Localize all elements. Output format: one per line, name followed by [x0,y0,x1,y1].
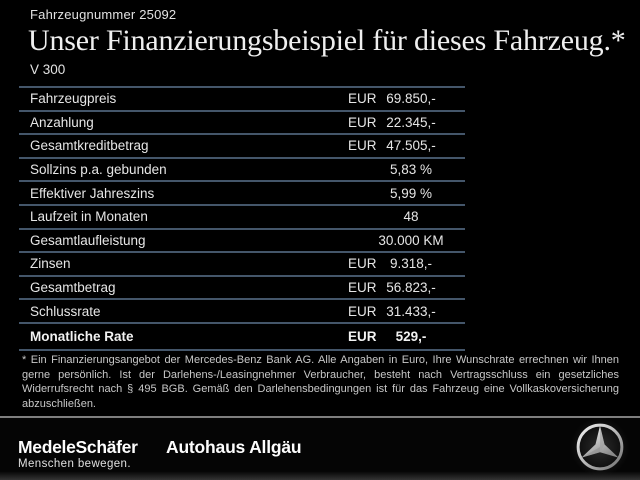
footer-separator [0,416,640,418]
row-value: 31.433,- [386,303,436,319]
row-value: 30.000 KM [378,232,444,248]
model-name: V 300 [30,62,66,77]
row-currency: EUR [348,138,377,154]
row-currency: EUR [348,114,377,130]
row-value: 529,- [395,328,427,344]
financing-footnote: * Ein Finanzierungsangebot der Mercedes-… [22,354,619,410]
table-row: Effektiver Jahreszins 5,99 % [19,182,465,206]
table-row: Schlussrate EUR 31.433,- [19,300,465,324]
row-label: Sollzins p.a. gebunden [30,162,167,178]
dealer-logo-medele-schaefer: MedeleSchäfer [18,437,138,457]
row-currency: EUR [348,280,377,296]
finance-table: Fahrzeugpreis EUR 69.850,- Anzahlung EUR 22.3… [19,86,465,351]
table-row: Zinsen EUR 9.318,- [19,253,465,277]
dealer-logo-autohaus-allgaeu: Autohaus Allgäu [166,437,302,457]
vehicle-number: Fahrzeugnummer 25092 [30,7,177,22]
table-row: Laufzeit in Monaten 48 [19,206,465,230]
table-row: Gesamtkreditbetrag EUR 47.505,- [19,135,465,159]
table-row: Fahrzeugpreis EUR 69.850,- [19,88,465,112]
row-currency: EUR [348,328,377,344]
row-value: 5,99 % [389,185,433,201]
row-currency: EUR [348,256,377,272]
row-label: Gesamtkreditbetrag [30,138,149,154]
mercedes-star-icon [576,423,624,471]
row-label: Laufzeit in Monaten [30,209,148,225]
table-row: Anzahlung EUR 22.345,- [19,112,465,136]
row-value: 48 [403,209,419,225]
row-value: 22.345,- [386,114,436,130]
row-value: 5,83 % [389,162,433,178]
row-label: Effektiver Jahreszins [30,185,155,201]
row-value: 9.318,- [389,256,433,272]
row-label: Gesamtlaufleistung [30,232,146,248]
table-row: Gesamtbetrag EUR 56.823,- [19,277,465,301]
row-value: 69.850,- [386,91,436,107]
page-title: Unser Finanzierungsbeispiel für dieses F… [28,24,626,57]
row-currency: EUR [348,303,377,319]
row-currency: EUR [348,91,377,107]
table-row: Sollzins p.a. gebunden 5,83 % [19,159,465,183]
row-value: 47.505,- [386,138,436,154]
row-label: Anzahlung [30,114,94,130]
row-label: Schlussrate [30,303,101,319]
row-label: Monatliche Rate [30,328,134,344]
footer: MedeleSchäfer Menschen bewegen. Autohaus… [0,418,640,480]
row-label: Zinsen [30,256,71,272]
row-label: Gesamtbetrag [30,280,116,296]
row-label: Fahrzeugpreis [30,91,117,107]
row-value: 56.823,- [386,280,436,296]
table-row: Gesamtlaufleistung 30.000 KM [19,230,465,254]
table-row: Monatliche Rate EUR 529,- [19,324,465,351]
dealer-tagline: Menschen bewegen. [18,458,131,470]
